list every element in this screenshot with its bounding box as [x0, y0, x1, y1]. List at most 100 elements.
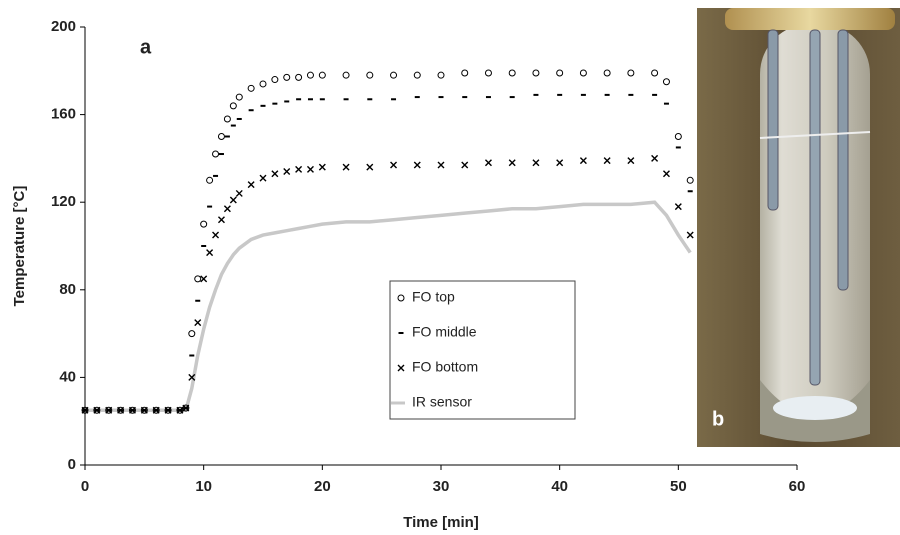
y-tick-label: 80 — [59, 281, 76, 298]
data-point — [229, 196, 237, 204]
legend-label: FO bottom — [412, 359, 478, 375]
data-point — [318, 71, 326, 79]
legend-label: FO middle — [412, 324, 477, 340]
data-point — [532, 69, 540, 77]
data-point — [603, 157, 611, 165]
data-point — [81, 406, 89, 414]
x-tick-label: 50 — [670, 478, 687, 495]
data-point — [627, 69, 635, 77]
data-point — [283, 168, 291, 176]
data-point — [105, 406, 113, 414]
y-tick-label: 0 — [68, 456, 76, 473]
legend-marker — [397, 364, 405, 372]
data-point — [259, 174, 267, 182]
data-point — [484, 69, 492, 77]
data-point — [212, 150, 220, 158]
data-point — [686, 231, 694, 239]
data-point — [686, 176, 694, 184]
inset-label: b — [712, 408, 724, 430]
data-point — [217, 133, 225, 140]
data-point — [366, 163, 374, 171]
data-point — [235, 189, 243, 197]
panel-label: a — [140, 36, 152, 58]
data-point — [306, 71, 314, 79]
data-point — [188, 373, 196, 381]
data-point — [105, 406, 113, 414]
y-tick-label: 40 — [59, 368, 76, 385]
data-point — [662, 78, 670, 86]
data-point — [603, 69, 611, 77]
y-tick-label: 200 — [51, 18, 76, 35]
data-point — [674, 133, 682, 140]
data-point — [259, 80, 267, 88]
data-point — [206, 176, 214, 184]
data-point — [128, 406, 136, 414]
y-axis-title: Temperature [°C] — [11, 186, 28, 307]
data-point — [140, 406, 148, 414]
data-point — [271, 170, 279, 178]
data-point — [81, 406, 89, 414]
data-point — [306, 165, 314, 173]
data-point — [200, 220, 208, 228]
series-line — [85, 200, 692, 412]
data-point — [413, 71, 421, 79]
data-point — [390, 161, 398, 169]
data-point — [390, 71, 398, 79]
legend: FO top FO middle FO bottom IR sensor — [389, 280, 576, 420]
data-point — [437, 71, 445, 79]
data-point — [508, 159, 516, 167]
data-point — [229, 102, 237, 110]
x-tick-label: 0 — [81, 478, 89, 495]
data-point — [200, 275, 208, 283]
data-point — [342, 163, 350, 171]
legend-marker — [397, 294, 405, 302]
data-point — [295, 73, 303, 81]
data-point — [508, 69, 516, 77]
data-point — [366, 71, 374, 79]
x-tick-label: 10 — [195, 478, 212, 495]
legend-label: FO top — [412, 289, 455, 305]
data-point — [579, 157, 587, 165]
data-point — [437, 161, 445, 169]
data-point — [461, 69, 469, 77]
data-point — [318, 163, 326, 171]
data-point — [194, 275, 202, 283]
data-point — [93, 406, 101, 414]
y-tick-label: 160 — [51, 106, 76, 123]
data-point — [223, 205, 231, 213]
data-point — [128, 406, 136, 414]
x-tick-label: 60 — [789, 478, 806, 495]
data-point — [93, 406, 101, 414]
y-tick-label: 120 — [51, 193, 76, 210]
data-point — [247, 181, 255, 189]
data-point — [164, 406, 172, 414]
plot-area: 0 40 80 120 160 200 0 10 20 30 40 50 60 — [51, 18, 805, 495]
x-axis-title: Time [min] — [403, 514, 479, 531]
data-point — [152, 406, 160, 414]
data-point — [206, 249, 214, 257]
data-point — [662, 170, 670, 178]
data-point — [271, 76, 279, 84]
x-tick-label: 20 — [314, 478, 331, 495]
data-point — [342, 71, 350, 79]
inset-photo: b — [697, 8, 900, 447]
data-point — [556, 69, 564, 77]
legend-box — [389, 280, 576, 420]
data-point — [194, 319, 202, 327]
data-point — [188, 330, 196, 338]
data-point — [182, 404, 190, 412]
data-point — [674, 203, 682, 211]
x-tick-label: 40 — [551, 478, 568, 495]
data-point — [152, 406, 160, 414]
data-point — [532, 159, 540, 167]
data-point — [223, 115, 231, 123]
data-point — [627, 157, 635, 165]
data-point — [235, 93, 243, 101]
data-point — [651, 69, 659, 77]
data-point — [212, 231, 220, 239]
data-point — [283, 73, 291, 81]
legend-label: IR sensor — [412, 394, 472, 410]
data-point — [413, 161, 421, 169]
data-point — [556, 159, 564, 167]
